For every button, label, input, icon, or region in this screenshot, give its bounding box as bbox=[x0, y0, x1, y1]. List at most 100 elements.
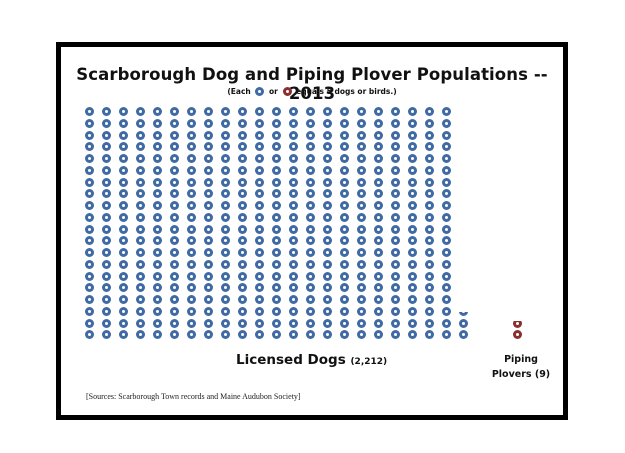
dog-icon bbox=[204, 318, 213, 328]
dog-icon bbox=[255, 154, 264, 163]
dog-icon bbox=[272, 224, 281, 234]
dog-icon bbox=[442, 295, 451, 304]
dog-icon bbox=[425, 177, 434, 187]
dog-icon bbox=[153, 165, 162, 175]
dog-icon bbox=[153, 224, 162, 234]
dog-icon bbox=[136, 201, 145, 210]
dog-icon bbox=[425, 118, 434, 128]
dog-icon bbox=[442, 212, 451, 222]
dog-icon bbox=[357, 189, 366, 199]
dog-icon bbox=[170, 330, 179, 340]
dog-icon bbox=[272, 130, 281, 140]
dog-icon bbox=[85, 259, 94, 269]
dog-icon bbox=[391, 189, 400, 199]
dog-icon bbox=[306, 259, 315, 269]
dog-icon bbox=[306, 142, 315, 152]
dog-icon bbox=[102, 165, 111, 175]
dog-icon bbox=[289, 189, 298, 199]
dog-icon bbox=[323, 259, 332, 269]
dog-icon bbox=[391, 118, 400, 128]
dogs-label: Licensed Dogs (2,212) bbox=[236, 352, 387, 368]
dog-icon bbox=[289, 330, 298, 340]
dog-icon bbox=[357, 224, 366, 234]
plovers-label: Piping Plovers (9) bbox=[491, 352, 551, 382]
dog-icon bbox=[425, 318, 434, 328]
dog-icon bbox=[408, 130, 417, 140]
dog-icon bbox=[238, 236, 247, 246]
dog-icon bbox=[204, 330, 213, 340]
dog-icon bbox=[374, 142, 383, 152]
dog-icon bbox=[357, 271, 366, 281]
dog-icon bbox=[187, 271, 196, 281]
dog-icon bbox=[306, 212, 315, 222]
dog-icon bbox=[306, 118, 315, 128]
dog-icon bbox=[306, 154, 315, 163]
dog-icon bbox=[442, 107, 451, 116]
dog-icon bbox=[136, 154, 145, 163]
dog-icon bbox=[323, 236, 332, 246]
dog-icon bbox=[391, 212, 400, 222]
dog-icon bbox=[408, 142, 417, 152]
dog-icon bbox=[374, 165, 383, 175]
dog-icon bbox=[85, 236, 94, 246]
dog-icon bbox=[391, 130, 400, 140]
dog-icon bbox=[340, 330, 349, 340]
dog-icon bbox=[187, 248, 196, 257]
dog-icon bbox=[187, 165, 196, 175]
dog-icon bbox=[187, 118, 196, 128]
dog-icon bbox=[357, 177, 366, 187]
dog-icon bbox=[408, 271, 417, 281]
dog-icon bbox=[187, 189, 196, 199]
dog-icon bbox=[289, 165, 298, 175]
dog-icon bbox=[119, 318, 128, 328]
dog-icon bbox=[425, 306, 434, 316]
dog-icon bbox=[272, 142, 281, 152]
dog-icon bbox=[102, 306, 111, 316]
dog-icon bbox=[204, 295, 213, 304]
dog-icon bbox=[442, 330, 451, 340]
dog-icon bbox=[442, 201, 451, 210]
dog-icon bbox=[408, 236, 417, 246]
dog-icon bbox=[374, 306, 383, 316]
dog-icon bbox=[340, 236, 349, 246]
dog-icon bbox=[255, 165, 264, 175]
dog-icon bbox=[391, 177, 400, 187]
dog-icon bbox=[357, 330, 366, 340]
dog-icon bbox=[255, 248, 264, 257]
dog-icon bbox=[306, 295, 315, 304]
dog-icon bbox=[374, 189, 383, 199]
dog-icon bbox=[119, 306, 128, 316]
dog-icon bbox=[204, 212, 213, 222]
dog-icon bbox=[289, 306, 298, 316]
dog-icon bbox=[442, 189, 451, 199]
dog-icon bbox=[85, 189, 94, 199]
dog-icon bbox=[119, 259, 128, 269]
dog-icon bbox=[136, 189, 145, 199]
dog-icon bbox=[323, 295, 332, 304]
dog-icon bbox=[255, 177, 264, 187]
dog-icon bbox=[289, 212, 298, 222]
dog-icon bbox=[102, 189, 111, 199]
dog-icon bbox=[119, 154, 128, 163]
dog-icon bbox=[289, 118, 298, 128]
dog-icon bbox=[187, 330, 196, 340]
chart-title: Scarborough Dog and Piping Plover Popula… bbox=[76, 65, 548, 103]
dog-icon bbox=[238, 330, 247, 340]
dog-icon bbox=[374, 118, 383, 128]
dog-icon bbox=[323, 165, 332, 175]
dog-icon bbox=[221, 236, 230, 246]
dog-icon bbox=[170, 201, 179, 210]
dog-icon bbox=[102, 212, 111, 222]
dog-icon bbox=[442, 318, 451, 328]
dog-icon bbox=[272, 107, 281, 116]
dog-icon bbox=[408, 330, 417, 340]
dog-icon bbox=[170, 154, 179, 163]
dog-icon bbox=[306, 271, 315, 281]
dog-icon bbox=[153, 306, 162, 316]
dog-icon bbox=[170, 236, 179, 246]
dog-icon bbox=[340, 318, 349, 328]
dog-icon bbox=[442, 165, 451, 175]
dog-icon bbox=[255, 201, 264, 210]
dog-icon bbox=[238, 212, 247, 222]
dog-icon bbox=[408, 177, 417, 187]
